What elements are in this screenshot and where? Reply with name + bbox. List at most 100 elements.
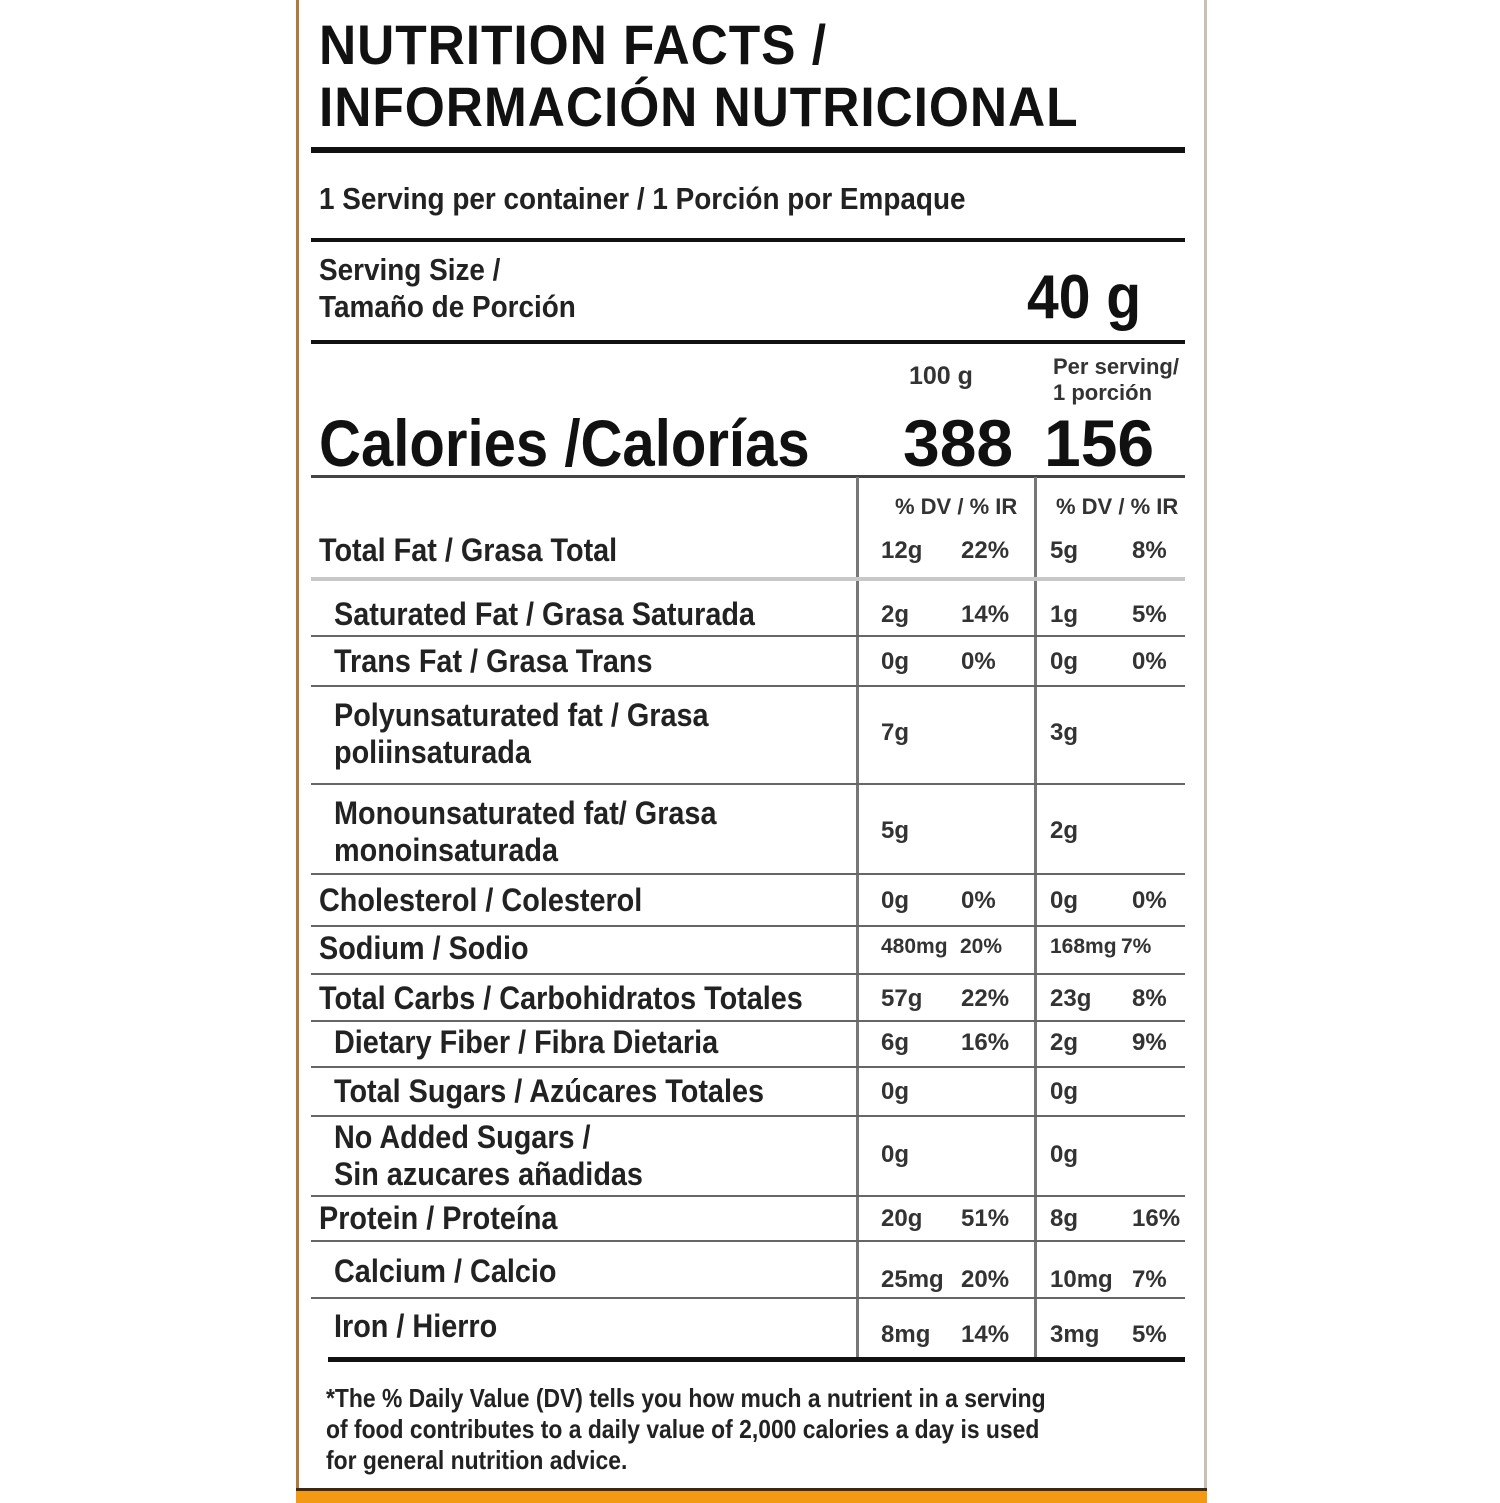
nutrient-pctserv: 0% [1132,648,1167,675]
dv-header-100g: % DV / % IR [895,494,1018,519]
nutrient-pctserv: 7% [1132,1266,1167,1293]
divider [311,238,1185,242]
column-divider [1034,477,1037,1359]
row-divider [311,873,1185,875]
servings-per-container: 1 Serving per container / 1 Porción por … [319,181,966,216]
nutrient-gserv: 0g [1050,1078,1079,1105]
nutrient-gserv: 3g [1050,719,1079,746]
dv-header-serving: % DV / % IR [1056,494,1179,519]
row-divider [311,1195,1185,1197]
nutrient-gserv: 2g [1050,817,1079,844]
nutrient-label: Sodium / Sodio [319,930,529,966]
title-line-1: NUTRITION FACTS / [319,13,827,76]
nutrient-g100: 480mg [881,935,948,958]
row-divider [311,1020,1185,1022]
nutrient-g100: 2g [881,601,910,628]
nutrient-gserv: 5g [1050,537,1079,564]
nutrient-pctserv: 16% [1132,1205,1181,1232]
row-divider [311,1115,1185,1117]
nutrient-label: Sin azucares añadidas [334,1156,643,1192]
nutrient-g100: 6g [881,1029,910,1056]
title-line-2: INFORMACIÓN NUTRICIONAL [319,75,1079,138]
nutrient-g100: 12g [881,537,923,564]
row-divider [311,1066,1185,1068]
nutrient-g100: 0g [881,887,910,914]
nutrient-g100: 5g [881,817,910,844]
nutrient-g100: 0g [881,648,910,675]
nutrient-pctserv: 7% [1121,935,1152,958]
nutrient-gserv: 2g [1050,1029,1079,1056]
nutrient-pct100: 51% [961,1205,1010,1232]
nutrient-label: Iron / Hierro [334,1308,498,1344]
nutrient-label: Saturated Fat / Grasa Saturada [334,596,755,632]
calories-per-serving: 156 [1044,406,1155,480]
nutrient-pct100: 22% [961,985,1010,1012]
nutrient-pct100: 20% [960,935,1003,958]
row-divider [311,635,1185,637]
calories-label: Calories /Calorías [319,406,810,480]
divider [311,340,1185,344]
footnote-line-1: *The % Daily Value (DV) tells you how mu… [326,1383,1046,1413]
divider-thick [311,147,1185,153]
nutrient-label: Cholesterol / Colesterol [319,882,643,918]
nutrient-gserv: 3mg [1050,1321,1100,1348]
nutrient-gserv: 168mg [1050,935,1117,958]
serving-size-value: 40 g [1027,263,1142,332]
nutrient-pct100: 16% [961,1029,1010,1056]
nutrient-gserv: 0g [1050,1141,1079,1168]
nutrient-pctserv: 9% [1132,1029,1167,1056]
nutrient-label: Polyunsaturated fat / Grasa [334,697,709,733]
nutrient-pct100: 22% [961,537,1010,564]
nutrient-pctserv: 0% [1132,887,1167,914]
col-serving-header-1: Per serving/ [1053,354,1179,379]
nutrient-label: Dietary Fiber / Fibra Dietaria [334,1024,719,1060]
nutrient-pct100: 14% [961,601,1010,628]
nutrient-pct100: 14% [961,1321,1010,1348]
col-serving-header-2: 1 porción [1053,380,1153,405]
nutrient-label: Total Sugars / Azúcares Totales [334,1073,764,1109]
nutrient-g100: 8mg [881,1321,931,1348]
row-divider [311,1240,1185,1242]
nutrient-label: No Added Sugars / [334,1119,591,1155]
nutrient-g100: 0g [881,1078,910,1105]
nutrient-label: Total Carbs / Carbohidratos Totales [319,980,803,1016]
calories-per-100g: 388 [903,406,1014,480]
nutrient-g100: 7g [881,719,910,746]
row-divider [311,1297,1185,1299]
nutrient-label: Calcium / Calcio [334,1253,557,1289]
nutrient-label: Total Fat / Grasa Total [319,532,618,568]
col-100g-header: 100 g [909,362,973,390]
nutrition-facts-panel: NUTRITION FACTS / INFORMACIÓN NUTRICIONA… [296,0,1207,1490]
orange-border-band [296,1488,1207,1503]
footnote-line-3: for general nutrition advice. [326,1445,628,1475]
nutrient-label: monoinsaturada [334,832,559,868]
row-divider [311,925,1185,927]
nutrient-g100: 25mg [881,1266,944,1293]
nutrient-gserv: 23g [1050,985,1092,1012]
nutrient-pctserv: 5% [1132,1321,1167,1348]
nutrient-label: Protein / Proteína [319,1200,558,1236]
column-divider [856,477,859,1359]
serving-size-label-1: Serving Size / [319,252,501,287]
nutrient-label: Monounsaturated fat/ Grasa [334,795,717,831]
nutrient-pct100: 20% [961,1266,1010,1293]
row-divider [311,685,1185,687]
nutrient-g100: 57g [881,985,923,1012]
nutrient-pctserv: 5% [1132,601,1167,628]
nutrient-gserv: 8g [1050,1205,1079,1232]
nutrient-label: poliinsaturada [334,734,531,770]
nutrient-gserv: 1g [1050,601,1079,628]
nutrient-pctserv: 8% [1132,985,1167,1012]
row-divider [311,973,1185,975]
serving-size-label-2: Tamaño de Porción [319,289,576,324]
divider-thick [328,1357,1185,1362]
nutrient-gserv: 10mg [1050,1266,1113,1293]
nutrient-g100: 0g [881,1141,910,1168]
row-divider [311,577,1185,581]
row-divider [311,783,1185,785]
nutrient-gserv: 0g [1050,648,1079,675]
nutrient-pct100: 0% [961,887,996,914]
nutrient-g100: 20g [881,1205,923,1232]
footnote-line-2: of food contributes to a daily value of … [326,1414,1040,1444]
nutrient-pctserv: 8% [1132,537,1167,564]
